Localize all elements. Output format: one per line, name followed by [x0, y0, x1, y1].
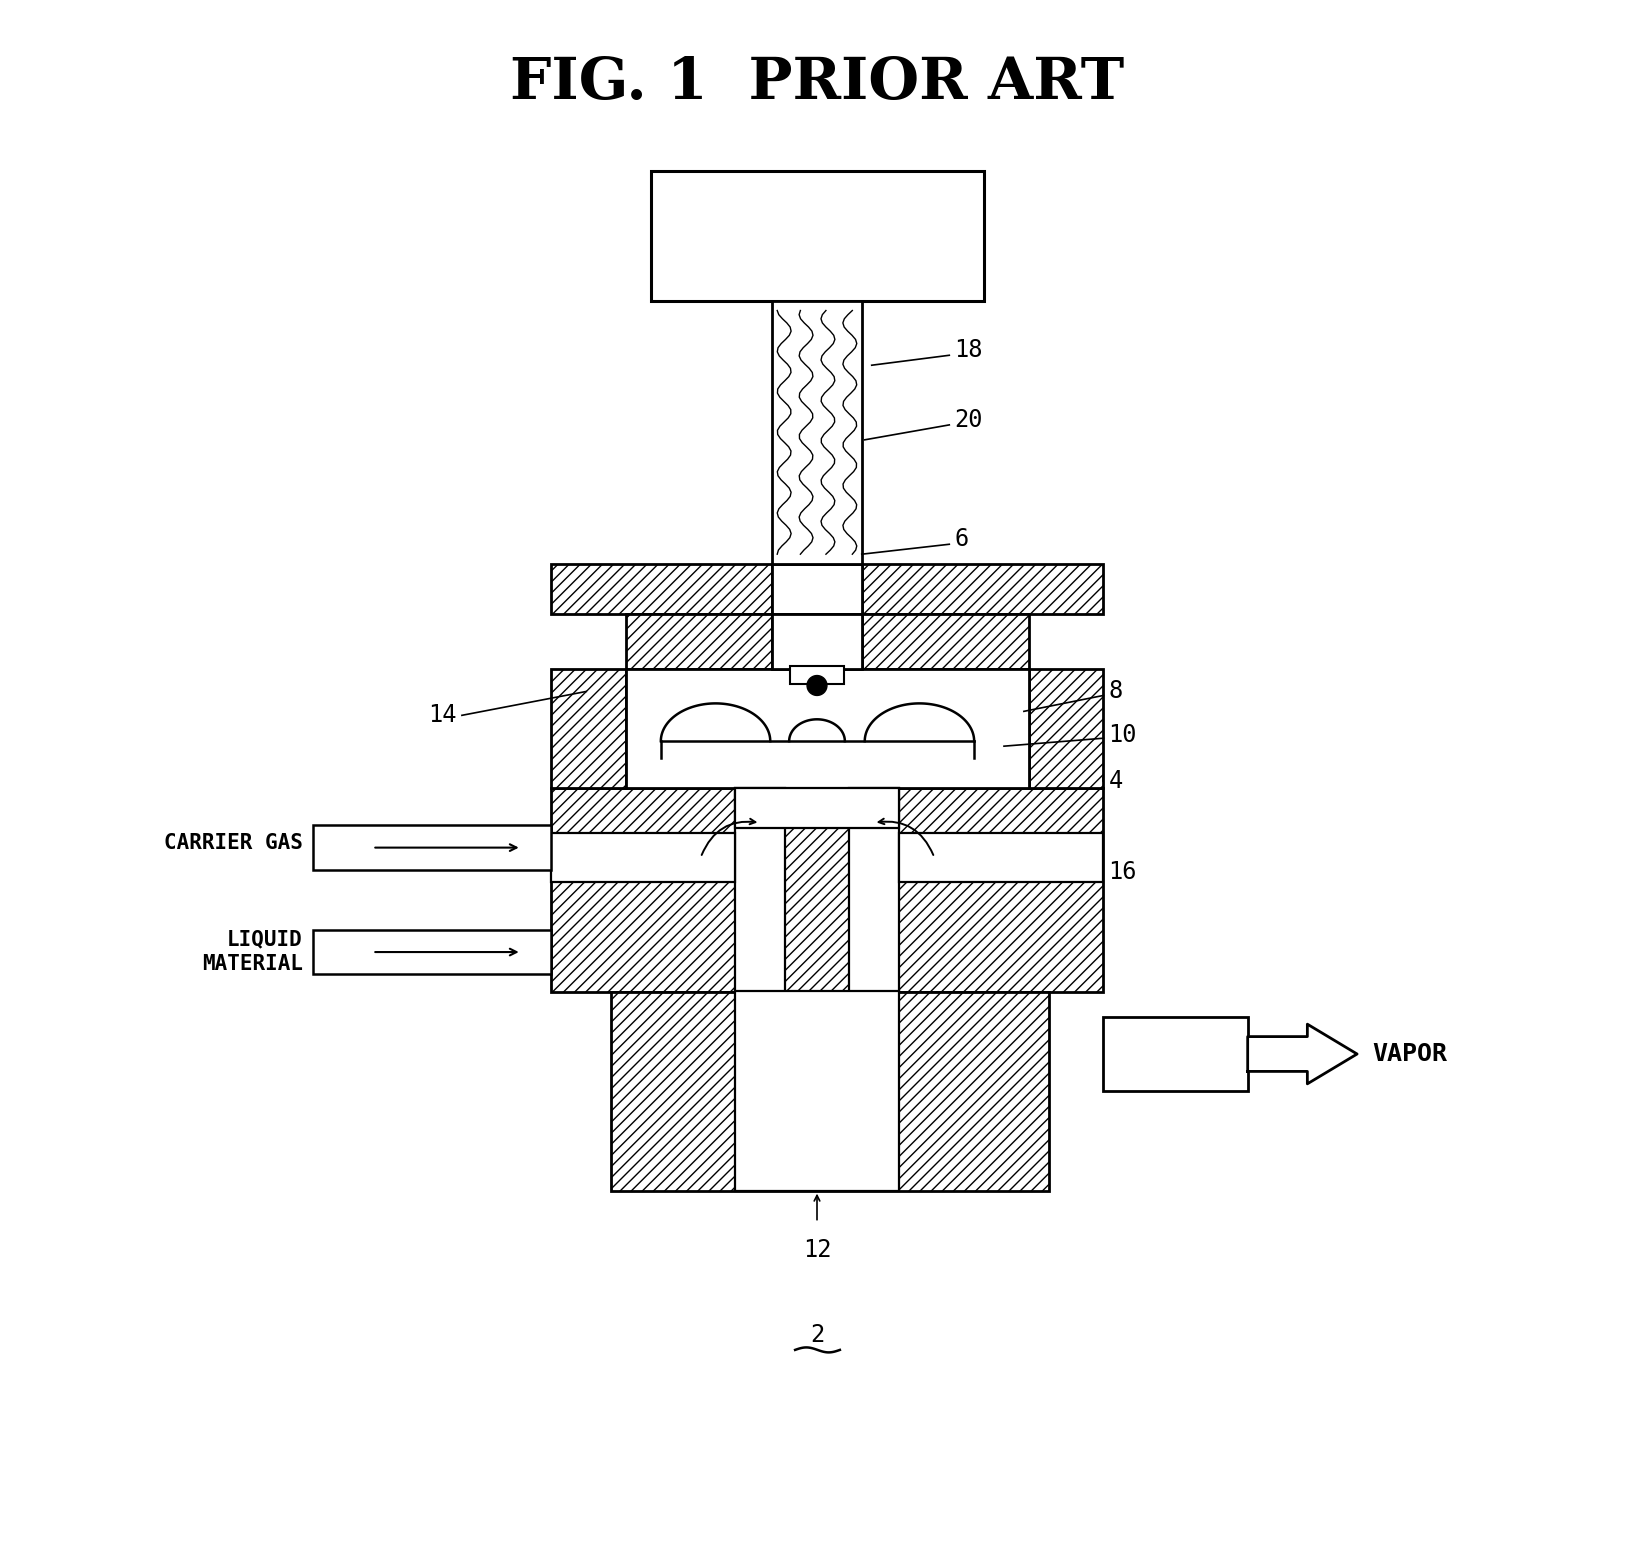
Text: VAPOR: VAPOR [1372, 1042, 1447, 1065]
Polygon shape [551, 564, 772, 613]
Text: 16: 16 [1109, 860, 1136, 885]
Polygon shape [312, 825, 551, 870]
Text: FIG. 1  PRIOR ART: FIG. 1 PRIOR ART [510, 56, 1125, 112]
Polygon shape [626, 669, 1028, 787]
Text: 14: 14 [428, 704, 456, 727]
Text: 2: 2 [809, 1323, 824, 1346]
Text: LIQUID
MATERIAL: LIQUID MATERIAL [201, 930, 302, 974]
Polygon shape [862, 613, 1028, 669]
Polygon shape [551, 669, 626, 787]
Text: 18: 18 [955, 339, 983, 362]
Polygon shape [1248, 1023, 1357, 1084]
Polygon shape [312, 930, 551, 974]
Polygon shape [1104, 1017, 1248, 1092]
Text: 20: 20 [955, 408, 983, 432]
Polygon shape [551, 787, 1104, 992]
Polygon shape [899, 832, 1104, 882]
Text: CARRIER GAS: CARRIER GAS [164, 832, 302, 853]
Text: 12: 12 [803, 1238, 831, 1263]
Polygon shape [772, 564, 862, 613]
Polygon shape [551, 832, 736, 882]
Text: 6: 6 [955, 528, 968, 551]
Polygon shape [651, 171, 984, 301]
Text: 8: 8 [1109, 680, 1123, 704]
Polygon shape [772, 301, 862, 564]
Polygon shape [736, 991, 899, 1191]
Text: 4: 4 [1109, 769, 1123, 794]
Text: 10: 10 [1109, 724, 1136, 747]
Polygon shape [736, 787, 899, 828]
Polygon shape [790, 666, 844, 683]
Polygon shape [1028, 669, 1104, 787]
Polygon shape [626, 613, 772, 669]
Polygon shape [736, 787, 785, 992]
Polygon shape [849, 787, 899, 992]
Polygon shape [862, 564, 1104, 613]
Polygon shape [772, 613, 862, 669]
Circle shape [808, 676, 827, 696]
Polygon shape [611, 992, 1048, 1191]
